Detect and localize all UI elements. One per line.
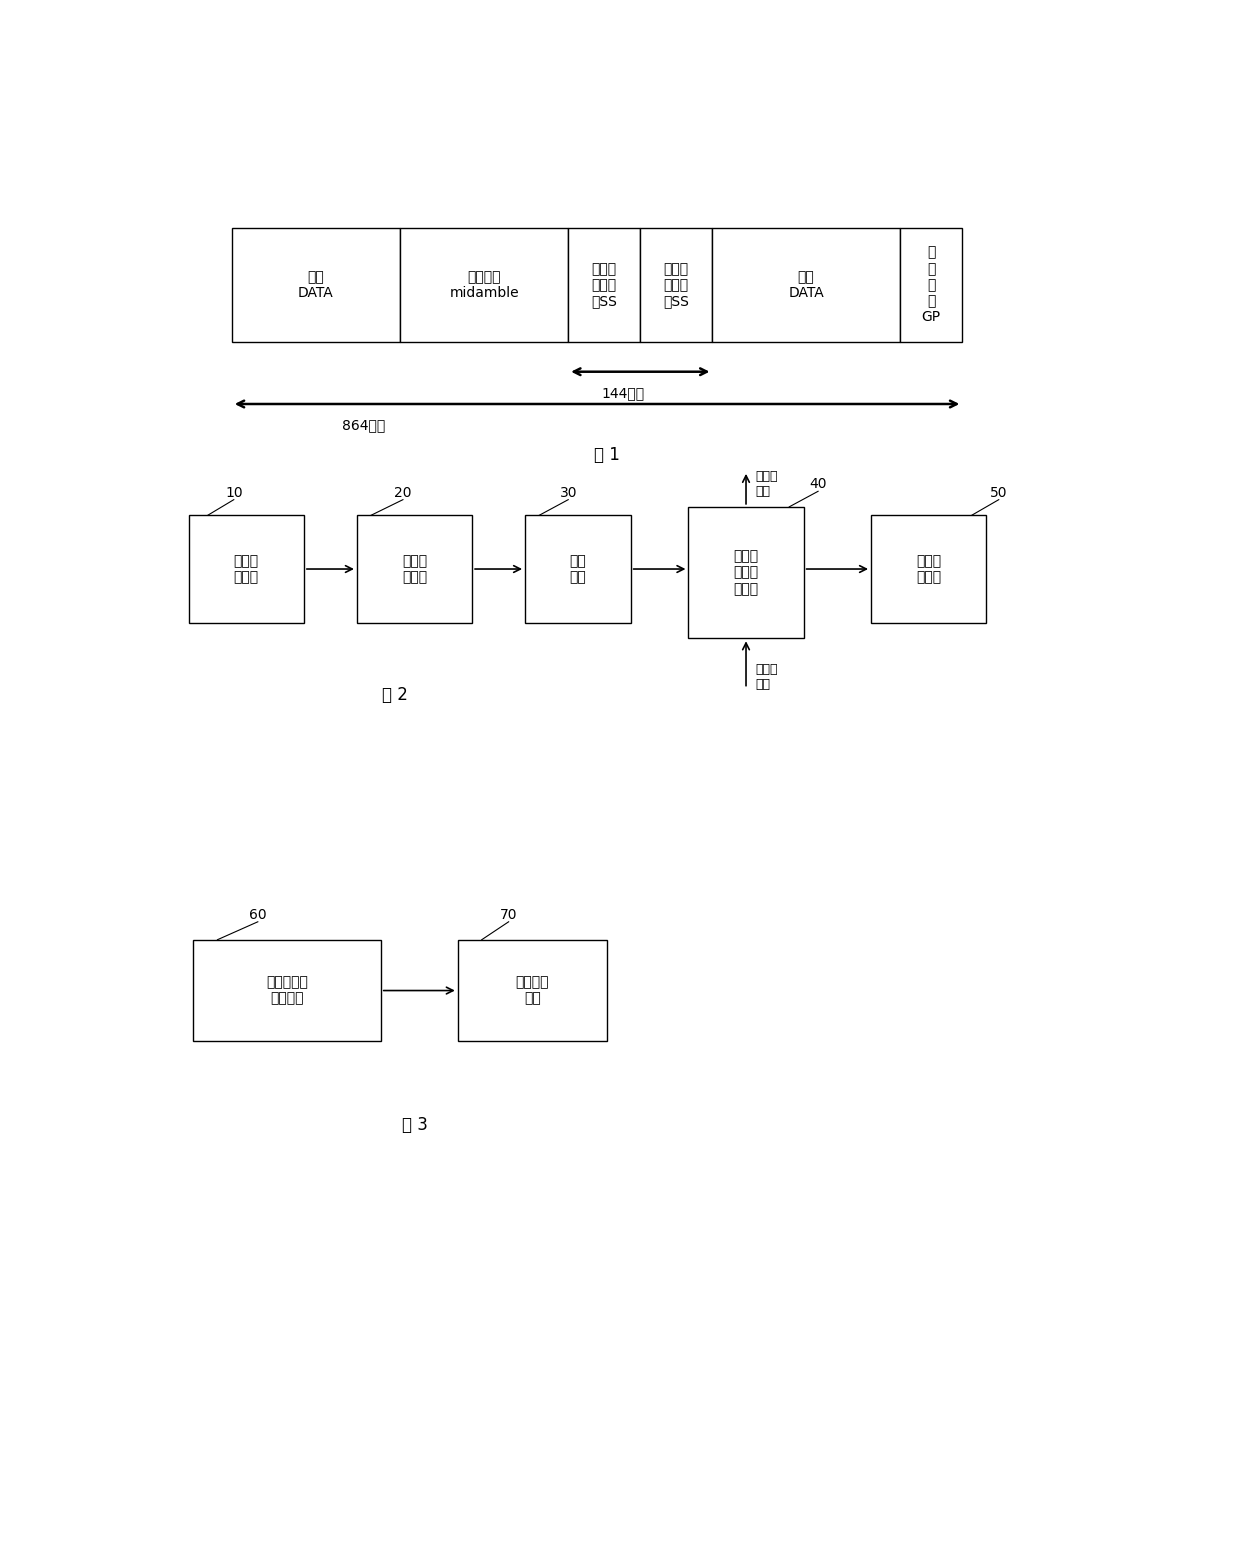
Text: 40: 40 [810,477,827,491]
Bar [525,516,631,623]
Text: 144码片: 144码片 [601,387,645,401]
Bar [568,228,640,342]
Text: 同步控制字
读取单元: 同步控制字 读取单元 [267,975,308,1006]
Text: 同步控
制命令
字SS: 同步控 制命令 字SS [591,262,618,307]
Bar [900,228,962,342]
Text: 20: 20 [394,486,412,500]
Bar [401,228,568,342]
Text: 用户目
标値: 用户目 标値 [755,663,779,691]
Bar [193,940,381,1042]
Bar [712,228,900,342]
Text: 864码片: 864码片 [342,418,386,432]
Bar [640,228,712,342]
Text: 图 3: 图 3 [402,1117,428,1134]
Bar [188,516,304,623]
Text: 数据接
收单元: 数据接 收单元 [233,554,259,584]
Text: 信道估
计单元: 信道估 计单元 [402,554,427,584]
Bar [688,506,804,638]
Text: 50: 50 [990,486,1008,500]
Text: 60: 60 [249,909,267,922]
Text: 同步控
制字产
生单元: 同步控 制字产 生单元 [733,550,759,596]
Text: 图 2: 图 2 [382,685,408,704]
Text: 同步控
制命令
字SS: 同步控 制命令 字SS [663,262,689,307]
Bar [458,940,606,1042]
Text: 10: 10 [224,486,243,500]
Text: 同步控
制字: 同步控 制字 [755,469,779,499]
Text: 训练序列
midamble: 训练序列 midamble [449,270,520,300]
Text: 30: 30 [559,486,577,500]
Text: 保
护
部
分
GP: 保 护 部 分 GP [921,245,941,325]
Text: 数据
DATA: 数据 DATA [298,270,334,300]
Bar [870,516,986,623]
Text: 数据
DATA: 数据 DATA [789,270,823,300]
Text: 测量
单元: 测量 单元 [569,554,587,584]
Text: 步长调
整单元: 步长调 整单元 [916,554,941,584]
Bar [232,228,401,342]
Bar [357,516,472,623]
Text: 70: 70 [500,909,517,922]
Text: 步长调整
单元: 步长调整 单元 [516,975,549,1006]
Text: 图 1: 图 1 [594,446,620,464]
